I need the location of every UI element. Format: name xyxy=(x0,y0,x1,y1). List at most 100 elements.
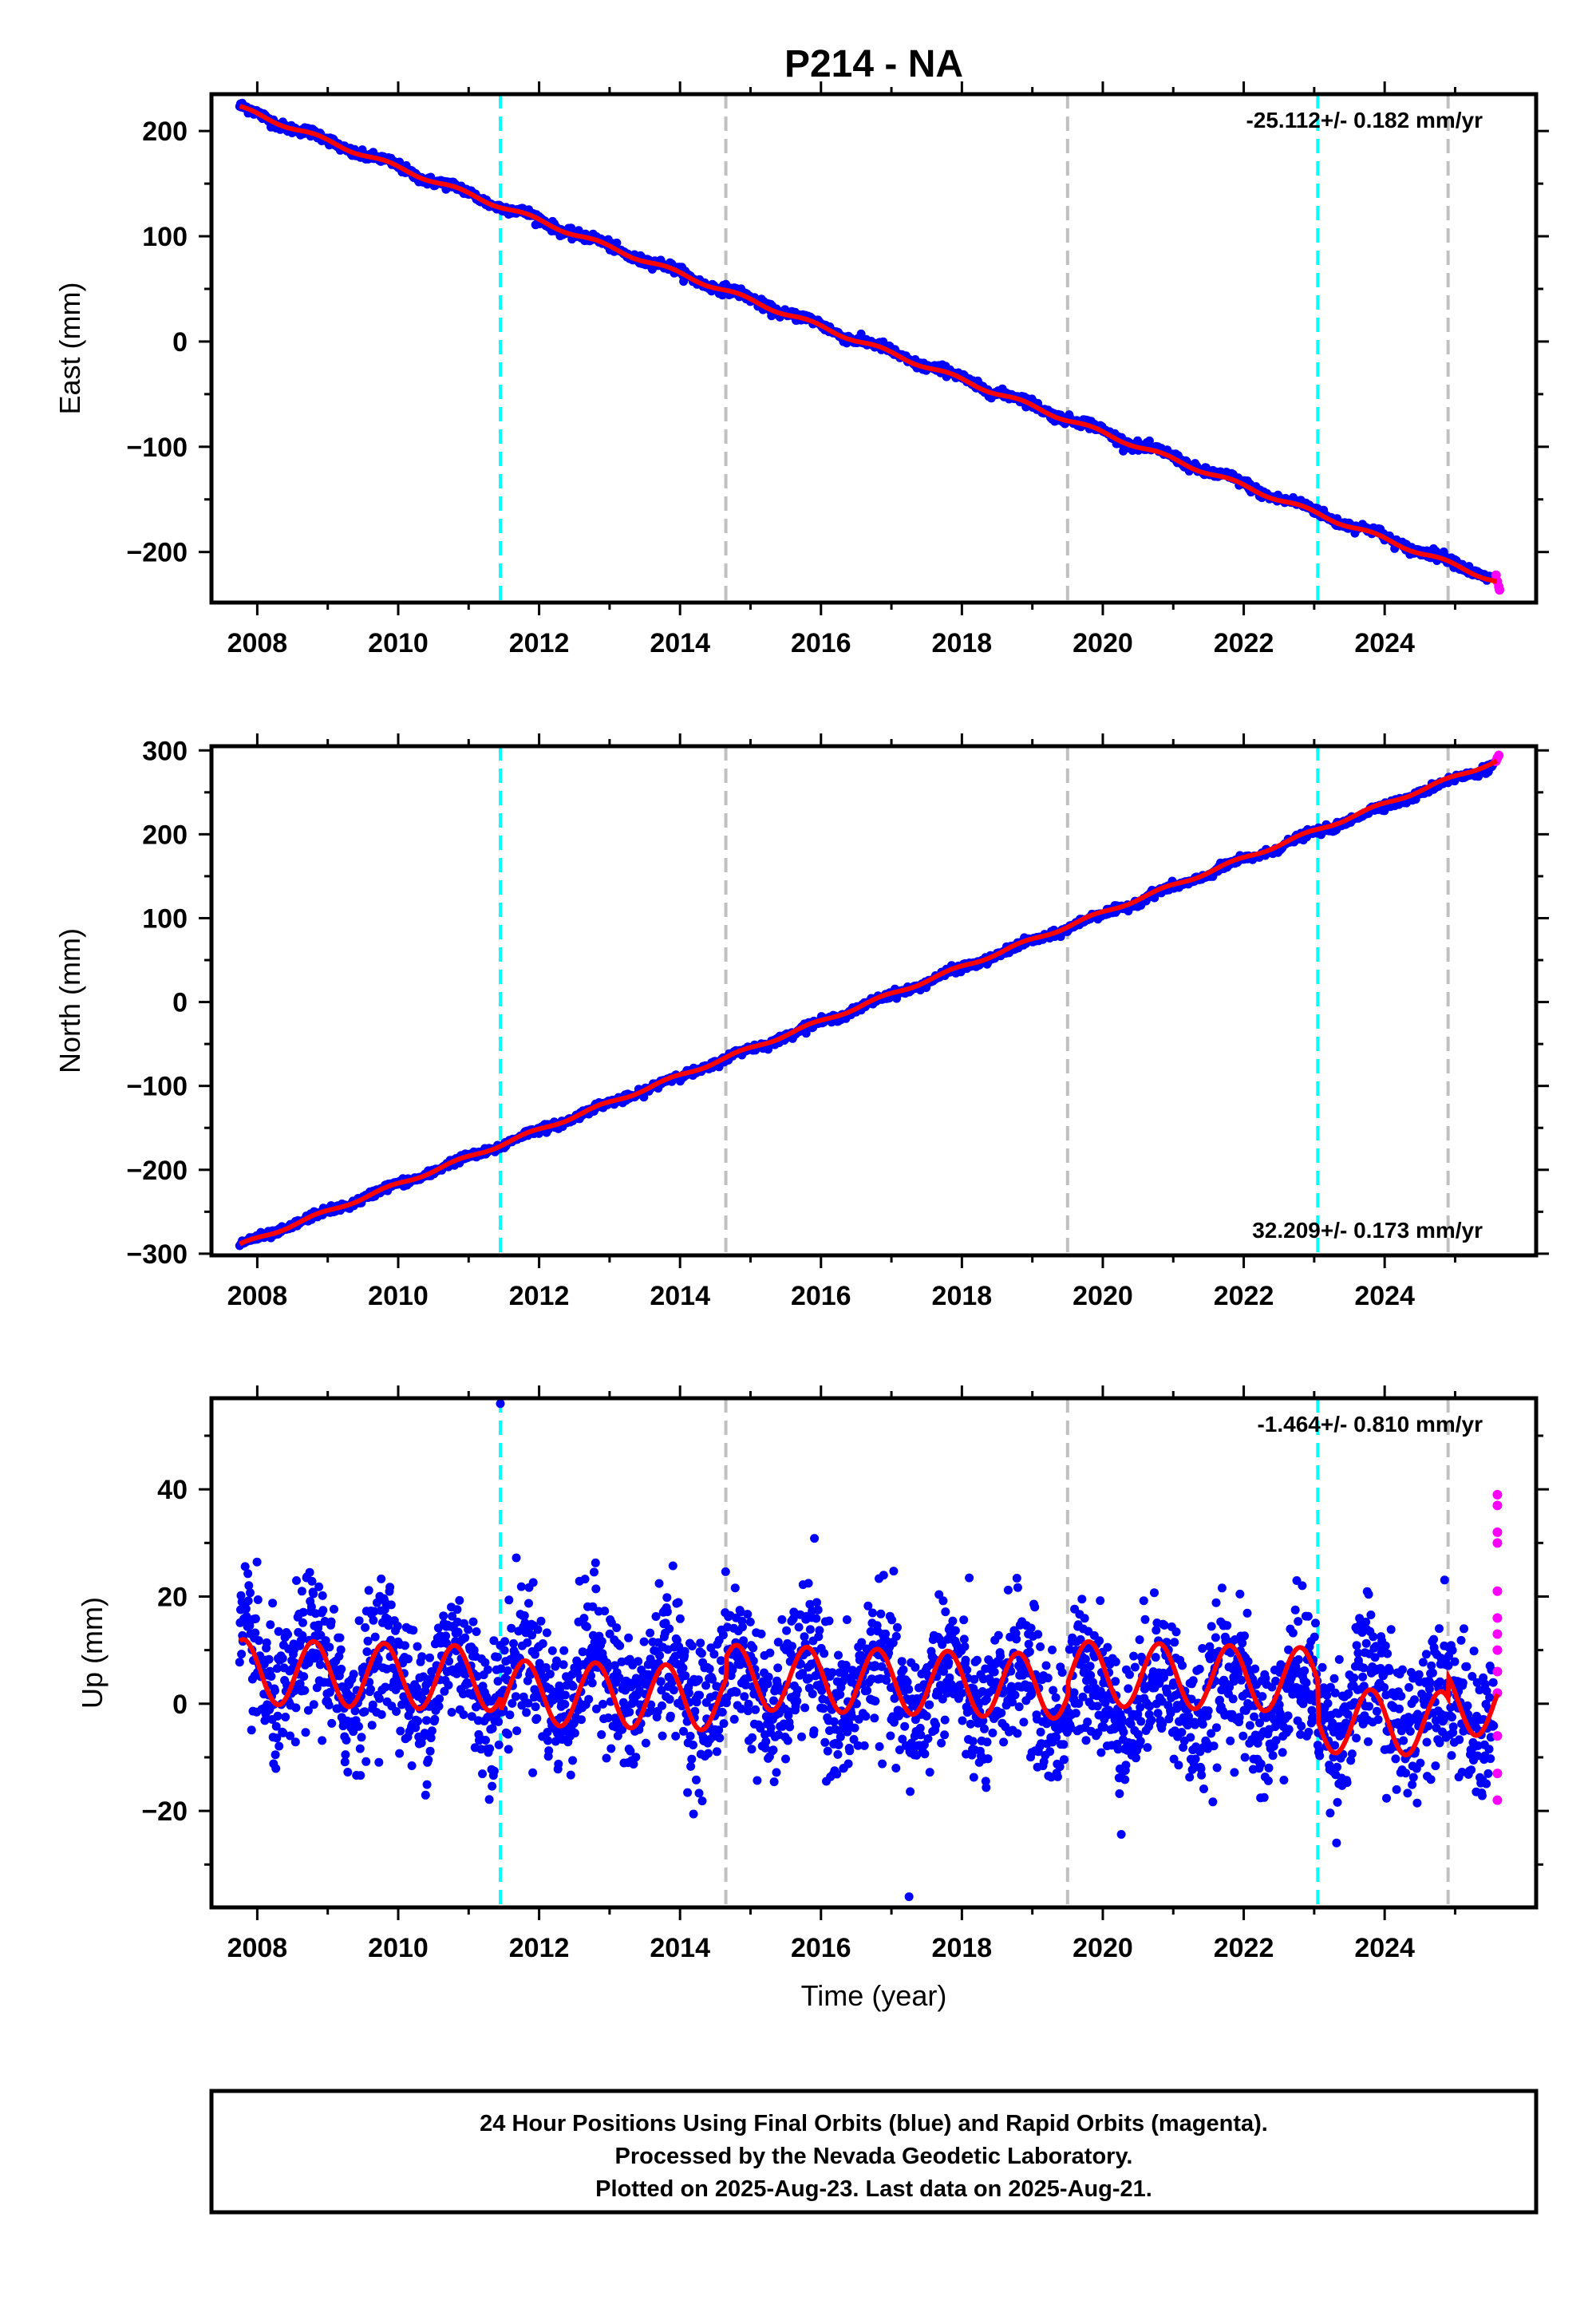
final-orbit-point xyxy=(740,1692,749,1701)
final-orbit-point xyxy=(243,1569,252,1578)
final-orbit-point xyxy=(244,1596,253,1605)
final-orbit-point xyxy=(705,1665,714,1674)
final-orbit-point xyxy=(1072,1709,1080,1717)
final-orbit-point xyxy=(751,1705,760,1714)
final-orbit-point xyxy=(820,1738,829,1747)
final-orbit-point xyxy=(810,1534,819,1543)
final-orbit-point xyxy=(396,1727,405,1736)
final-orbit-point xyxy=(669,1562,678,1571)
final-orbit-point xyxy=(377,1710,386,1719)
final-orbit-point xyxy=(709,1650,718,1658)
final-orbit-point xyxy=(689,1810,698,1819)
final-orbit-point xyxy=(1019,1717,1028,1726)
final-orbit-point xyxy=(355,1616,364,1625)
final-orbit-point xyxy=(731,1583,740,1592)
final-orbit-point xyxy=(1004,1586,1013,1595)
y-tick-label: 100 xyxy=(142,903,188,934)
final-orbit-point xyxy=(984,1754,993,1763)
final-orbit-point xyxy=(544,1746,553,1755)
final-orbit-point xyxy=(663,1607,672,1616)
final-orbit-point xyxy=(500,1646,509,1654)
final-orbit-point xyxy=(765,1649,774,1658)
final-orbit-point xyxy=(886,1732,895,1741)
final-orbit-point xyxy=(254,1595,263,1604)
final-orbit-point xyxy=(1012,1634,1021,1643)
final-orbit-point xyxy=(781,1755,790,1764)
final-orbit-point xyxy=(368,1721,377,1729)
final-orbit-point xyxy=(393,1622,402,1630)
final-orbit-point xyxy=(904,1685,913,1694)
final-orbit-point xyxy=(769,1745,778,1754)
final-orbit-point xyxy=(569,1682,578,1691)
final-orbit-point xyxy=(528,1769,537,1777)
final-orbit-point xyxy=(341,1750,350,1759)
final-orbit-point xyxy=(422,1716,431,1725)
final-orbit-point xyxy=(374,1758,383,1767)
final-orbit-point xyxy=(820,1704,828,1713)
final-orbit-point xyxy=(253,1558,262,1567)
final-orbit-point xyxy=(316,1660,325,1669)
final-orbit-point xyxy=(531,1702,540,1711)
final-orbit-point xyxy=(1013,1574,1021,1583)
final-orbit-point xyxy=(692,1776,701,1784)
final-orbit-point xyxy=(696,1638,705,1647)
final-orbit-point xyxy=(941,1607,950,1616)
final-orbit-point xyxy=(548,1646,557,1655)
final-orbit-point xyxy=(448,1708,456,1717)
final-orbit-point xyxy=(666,1712,675,1721)
final-orbit-point xyxy=(408,1761,417,1770)
final-orbit-point xyxy=(298,1587,306,1595)
x-tick-label: 2010 xyxy=(368,1281,429,1311)
final-orbit-point xyxy=(676,1615,685,1623)
final-orbit-point xyxy=(271,1765,280,1773)
final-orbit-point xyxy=(698,1796,707,1805)
final-orbit-point xyxy=(242,1604,251,1613)
final-orbit-point xyxy=(999,1737,1008,1746)
final-orbit-point xyxy=(529,1578,538,1587)
final-orbit-point xyxy=(493,1653,502,1662)
final-orbit-point xyxy=(606,1745,615,1753)
east-velocity-text: -25.112+/- 0.182 mm/yr xyxy=(1246,108,1483,132)
final-orbit-point xyxy=(356,1745,365,1753)
final-orbit-point xyxy=(274,1712,282,1721)
final-orbit-point xyxy=(875,1742,884,1751)
y-tick-label: 200 xyxy=(142,820,188,850)
final-orbit-point xyxy=(318,1591,327,1600)
final-orbit-point xyxy=(878,1760,887,1769)
final-orbit-point xyxy=(891,1764,900,1773)
final-orbit-point xyxy=(1045,1747,1054,1756)
final-orbit-point xyxy=(871,1697,879,1705)
final-orbit-point xyxy=(658,1701,666,1710)
final-orbit-point xyxy=(892,1632,901,1641)
final-orbit-point xyxy=(900,1722,909,1731)
final-orbit-point xyxy=(739,1636,748,1645)
final-orbit-point xyxy=(423,1781,432,1789)
final-orbit-point xyxy=(980,1725,989,1733)
final-orbit-point xyxy=(815,1626,824,1634)
final-orbit-point xyxy=(719,1630,728,1639)
final-orbit-point xyxy=(733,1688,741,1697)
final-orbit-point xyxy=(271,1750,280,1759)
final-orbit-point xyxy=(439,1611,448,1620)
final-orbit-point xyxy=(720,1719,729,1728)
final-orbit-point xyxy=(761,1737,770,1746)
x-tick-label: 2024 xyxy=(1354,1281,1415,1311)
final-orbit-point xyxy=(694,1675,703,1684)
final-orbit-point xyxy=(646,1629,654,1638)
x-tick-label: 2014 xyxy=(650,1281,710,1311)
final-orbit-point xyxy=(361,1623,369,1632)
final-orbit-point xyxy=(615,1642,624,1650)
final-orbit-point xyxy=(958,1717,967,1725)
final-orbit-point xyxy=(504,1745,513,1753)
final-orbit-point xyxy=(387,1600,396,1609)
final-orbit-point xyxy=(1037,1728,1045,1737)
final-orbit-point xyxy=(965,1574,974,1583)
final-orbit-point xyxy=(1027,1624,1036,1633)
final-orbit-point xyxy=(657,1677,666,1686)
final-orbit-point xyxy=(425,1654,434,1662)
final-orbit-point xyxy=(785,1722,794,1731)
final-orbit-point xyxy=(343,1768,352,1777)
final-orbit-point xyxy=(330,1605,338,1614)
final-orbit-point xyxy=(517,1583,526,1591)
y-tick-label: −300 xyxy=(126,1239,188,1270)
